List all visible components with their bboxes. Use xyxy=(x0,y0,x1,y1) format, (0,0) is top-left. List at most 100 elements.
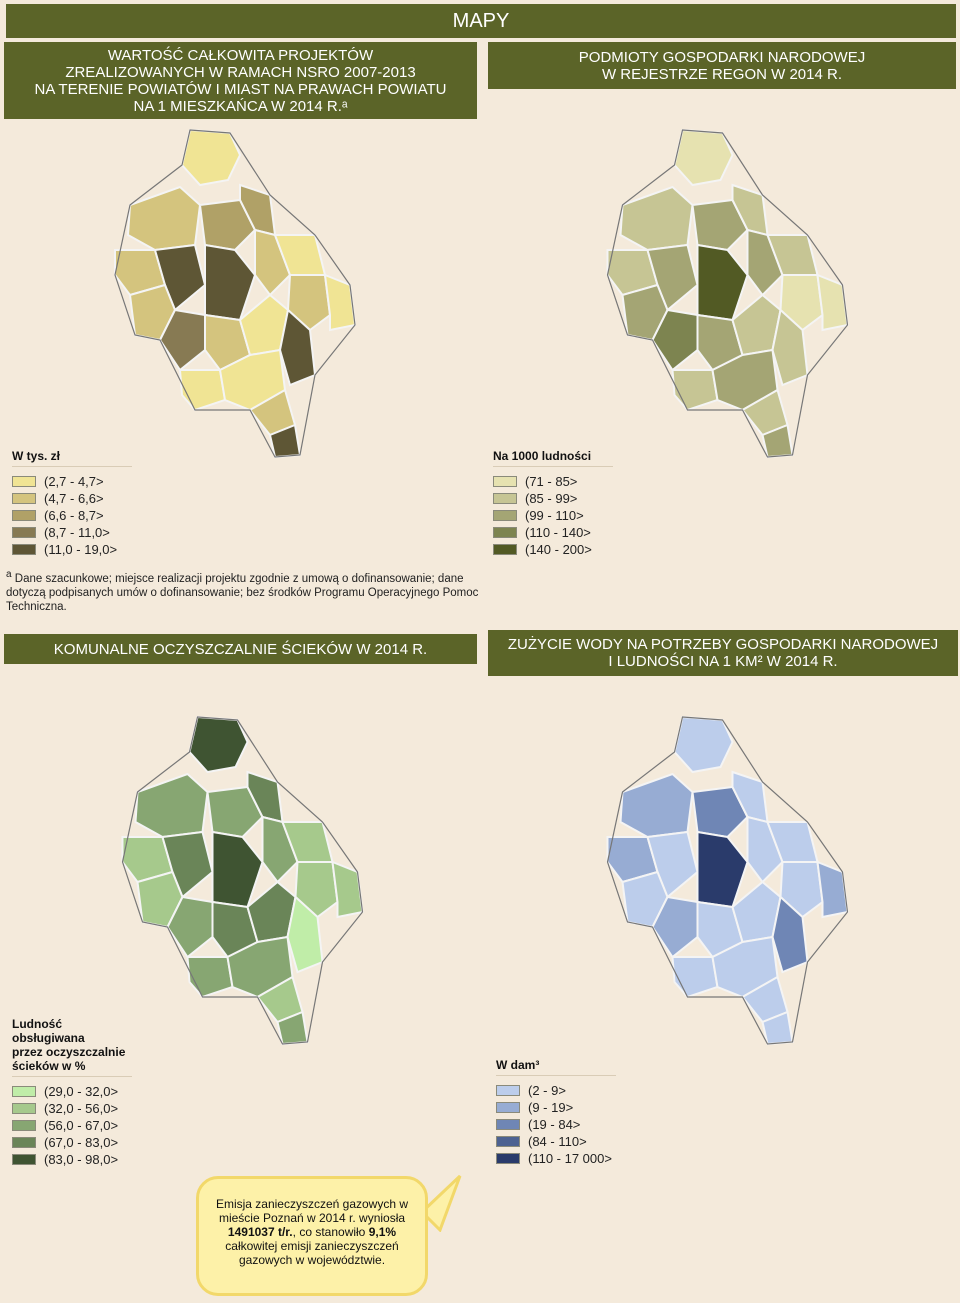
legend-title: W tys. zł xyxy=(12,449,61,463)
district-region xyxy=(771,308,809,387)
legend-swatch xyxy=(493,544,517,555)
title-line: ZUŻYCIE WODY NA POTRZEBY GOSPODARKI NARO… xyxy=(507,636,939,653)
legend-label: (11,0 - 19,0> xyxy=(44,542,118,557)
legend-label: (99 - 110> xyxy=(525,508,584,523)
district-region xyxy=(746,815,784,884)
callout-percent: 9,1% xyxy=(368,1225,397,1239)
district-region xyxy=(619,772,694,839)
page-title: MAPY xyxy=(6,4,956,38)
title-line: ZREALIZOWANYCH W RAMACH NSRO 2007-2013 xyxy=(65,63,416,81)
title-line: KOMUNALNE OCZYSZCZALNIE ŚCIEKÓW W 2014 R… xyxy=(53,640,428,658)
district-region xyxy=(651,895,699,959)
emission-callout: Emisja zanieczyszczeń gazowych w mieście… xyxy=(196,1176,428,1296)
district-region xyxy=(161,830,214,899)
legend-swatch xyxy=(496,1119,520,1130)
legend-label: (110 - 140> xyxy=(525,525,591,540)
district-region xyxy=(779,861,824,919)
legend-item: (9 - 19> xyxy=(496,1099,616,1116)
legend-label: (83,0 - 98,0> xyxy=(44,1152,119,1167)
district-region xyxy=(619,185,694,252)
legend-item: (32,0 - 56,0> xyxy=(12,1100,132,1117)
district-region xyxy=(673,128,734,187)
region-outline xyxy=(606,129,849,458)
district-region xyxy=(166,895,214,959)
legend-item: (2,7 - 4,7> xyxy=(12,473,132,490)
legend-swatch xyxy=(12,1154,36,1165)
region-outline xyxy=(114,129,356,458)
legend-label: (29,0 - 32,0> xyxy=(44,1084,119,1099)
legend-item: (83,0 - 98,0> xyxy=(12,1151,132,1168)
footnote-marker: a xyxy=(6,569,12,580)
legend-title: Ludność obsługiwana przez oczyszczalnie … xyxy=(12,1017,126,1073)
legend-item: (2 - 9> xyxy=(496,1082,616,1099)
map-sewage xyxy=(121,715,364,1046)
district-region xyxy=(294,861,339,919)
district-region xyxy=(673,715,734,774)
district-region xyxy=(651,308,699,372)
legend-water: W dam³ (2 - 9> (9 - 19> (19 - 84> (84 - 110… xyxy=(496,1058,616,1167)
district-region xyxy=(188,715,249,774)
district-region xyxy=(671,956,719,999)
title-line: PODMIOTY GOSPODARKI NARODOWEJ xyxy=(578,48,866,66)
legend-label: (8,7 - 11,0> xyxy=(44,525,110,540)
legend-label: (32,0 - 56,0> xyxy=(44,1101,119,1116)
callout-value: 1491037 t/r. xyxy=(227,1225,293,1239)
legend-swatch xyxy=(12,527,36,538)
title-line: W REJESTRZE REGON W 2014 R. xyxy=(601,65,843,83)
legend-item: (84 - 110> xyxy=(496,1133,616,1150)
district-region xyxy=(646,830,699,899)
callout-text: , co stanowiło xyxy=(292,1225,369,1239)
callout-tail xyxy=(420,1174,462,1232)
panel-title-sewage: KOMUNALNE OCZYSZCZALNIE ŚCIEKÓW W 2014 R… xyxy=(4,634,477,664)
legend-item: (110 - 17 000> xyxy=(496,1150,616,1167)
footnote-text: Dane szacunkowe; miejsce realizacji proj… xyxy=(6,572,479,613)
map-water xyxy=(606,715,849,1046)
legend-swatch xyxy=(12,1120,36,1131)
district-region xyxy=(746,228,784,297)
legend-item: (19 - 84> xyxy=(496,1116,616,1133)
district-region xyxy=(646,243,699,312)
region-outline xyxy=(121,716,364,1045)
callout-text: Emisja zanieczyszczeń gazowych w mieście… xyxy=(215,1197,409,1225)
district-region xyxy=(696,243,749,322)
district-region xyxy=(779,274,824,332)
district-region xyxy=(278,308,317,387)
map-nsro xyxy=(114,128,357,459)
legend-item: (71 - 85> xyxy=(493,473,613,490)
district-region xyxy=(180,128,242,187)
district-region xyxy=(153,243,207,312)
legend-swatch xyxy=(496,1136,520,1147)
district-region xyxy=(178,369,227,412)
legend-label: (85 - 99> xyxy=(525,491,578,506)
district-region xyxy=(211,830,264,909)
district-region xyxy=(206,785,264,839)
legend-title: W dam³ xyxy=(496,1058,540,1072)
district-region xyxy=(158,308,206,372)
legend-regon: Na 1000 ludności (71 - 85> (85 - 99> (99 -… xyxy=(493,449,613,558)
legend-swatch xyxy=(12,544,36,555)
district-region xyxy=(771,895,809,974)
legend-swatch xyxy=(493,527,517,538)
district-region xyxy=(331,860,364,919)
legend-swatch xyxy=(12,1086,36,1097)
legend-label: (2,7 - 4,7> xyxy=(44,474,104,489)
legend-label: (110 - 17 000> xyxy=(528,1151,612,1166)
district-region xyxy=(261,815,299,884)
legend-label: (56,0 - 67,0> xyxy=(44,1118,119,1133)
legend-swatch xyxy=(493,476,517,487)
legend-item: (4,7 - 6,6> xyxy=(12,490,132,507)
district-region xyxy=(186,956,234,999)
legend-sewage: Ludność obsługiwana przez oczyszczalnie … xyxy=(12,1017,132,1168)
panel-title-water: ZUŻYCIE WODY NA POTRZEBY GOSPODARKI NARO… xyxy=(488,630,958,676)
district-region xyxy=(816,860,849,919)
district-region xyxy=(691,785,749,839)
legend-item: (29,0 - 32,0> xyxy=(12,1083,132,1100)
legend-swatch xyxy=(12,510,36,521)
legend-item: (140 - 200> xyxy=(493,541,613,558)
legend-swatch xyxy=(493,493,517,504)
district-region xyxy=(671,369,719,412)
title-line: WARTOŚĆ CAŁKOWITA PROJEKTÓW xyxy=(107,46,374,64)
legend-label: (84 - 110> xyxy=(528,1134,587,1149)
legend-label: (71 - 85> xyxy=(525,474,578,489)
footnote: a Dane szacunkowe; miejsce realizacji pr… xyxy=(6,568,486,614)
